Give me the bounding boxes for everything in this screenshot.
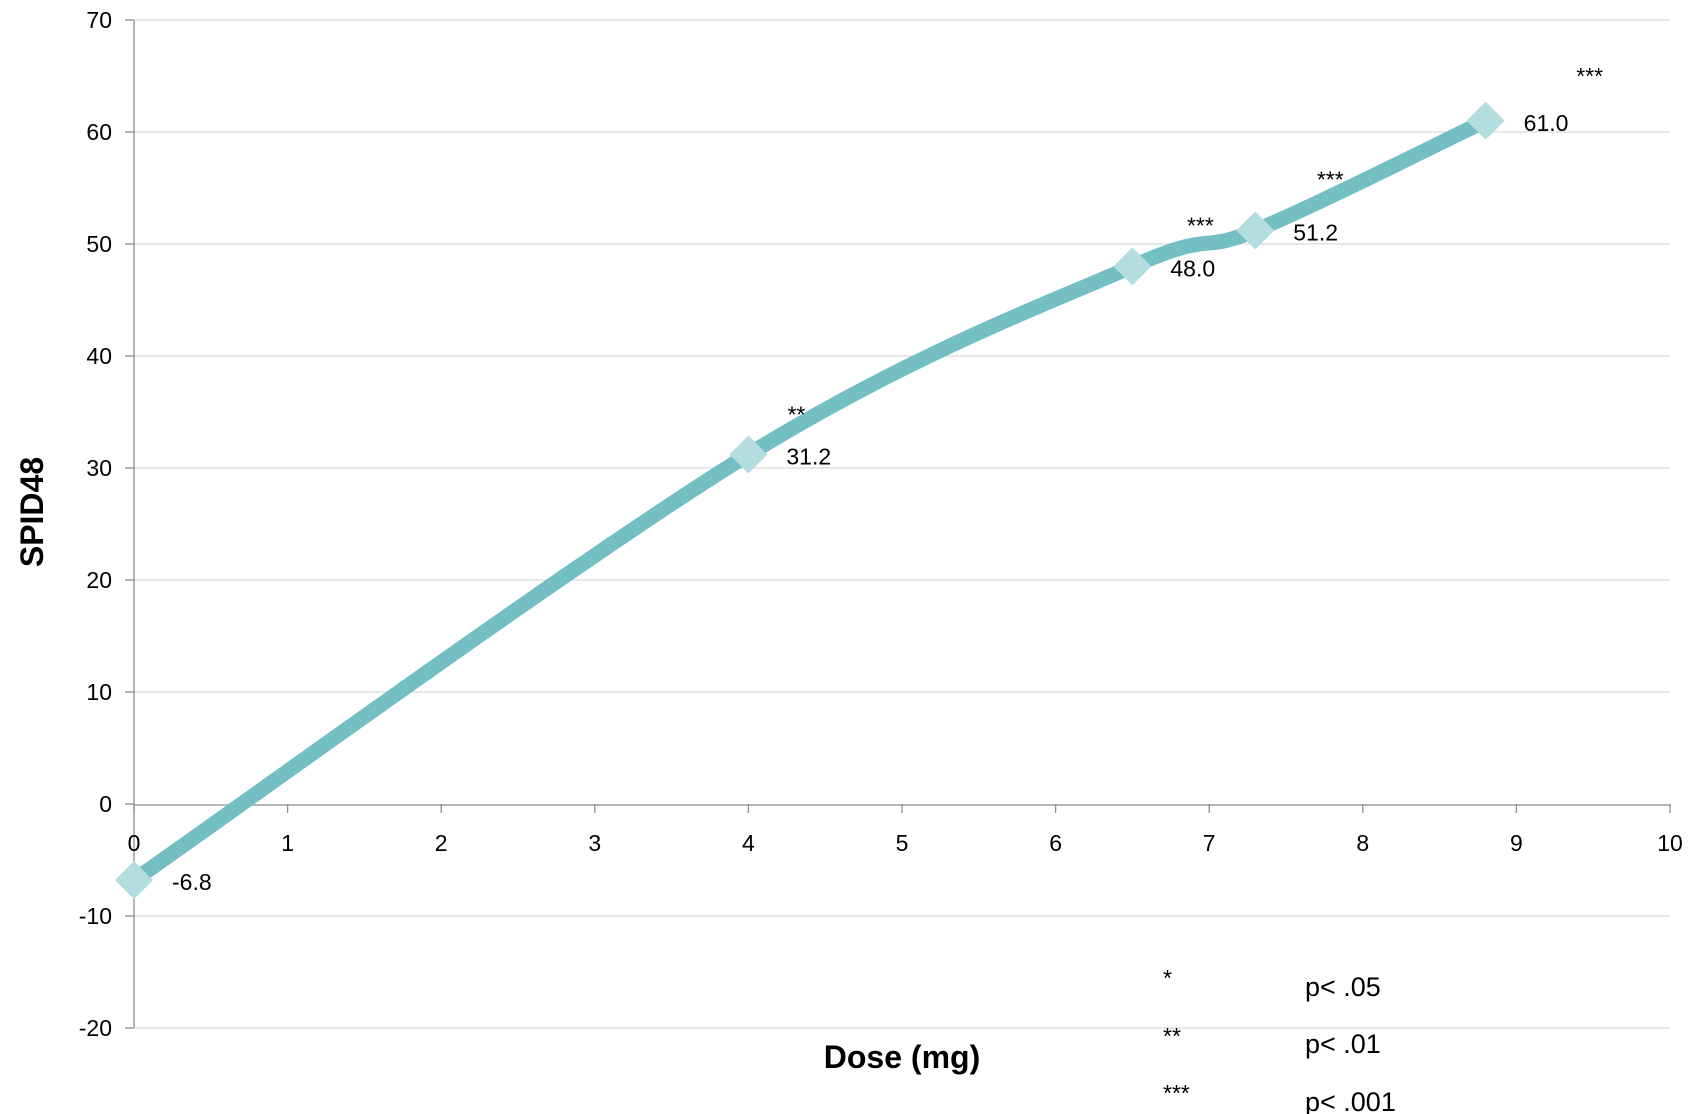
y-tick-label: -20 [79, 1015, 112, 1041]
sig-key-text-2: p< .01 [1305, 1029, 1381, 1059]
x-tick-label: 6 [1049, 830, 1062, 856]
data-point-marker [1113, 247, 1152, 286]
x-tick-label: 5 [896, 830, 909, 856]
sig-key-symbol-2: ** [1163, 1023, 1181, 1049]
data-point-marker [115, 861, 153, 900]
significance-key: * p< .05 ** p< .01 *** p< .001 [1163, 965, 1396, 1114]
y-axis-title: SPID48 [14, 457, 50, 567]
data-label: -6.8 [172, 869, 212, 895]
markers [115, 101, 1505, 900]
x-tick-label: 7 [1203, 830, 1216, 856]
significance-label: ** [787, 402, 805, 428]
x-tick-label: 9 [1510, 830, 1523, 856]
data-point-marker [1236, 211, 1275, 250]
data-point-marker [1466, 101, 1505, 140]
sig-key-text-3: p< .001 [1305, 1087, 1396, 1114]
x-tick-label: 2 [435, 830, 448, 856]
significance-label: *** [1317, 167, 1344, 193]
significance-label: *** [1576, 63, 1603, 89]
x-ticks: 0 1 2 3 4 5 6 7 8 9 10 [128, 804, 1683, 856]
sig-key-symbol-3: *** [1163, 1080, 1190, 1106]
significance-label: *** [1187, 212, 1214, 238]
data-label: 51.2 [1293, 220, 1338, 246]
series [126, 113, 1494, 888]
x-axis-title: Dose (mg) [824, 1039, 980, 1075]
axes [133, 20, 1670, 1028]
data-label: 31.2 [786, 444, 831, 470]
series-line [126, 113, 1494, 888]
data-label: 48.0 [1170, 255, 1215, 281]
y-tick-label: -10 [79, 903, 112, 929]
x-tick-label: 10 [1657, 830, 1683, 856]
y-ticks: -20 -10 0 10 20 30 40 50 60 70 [79, 7, 134, 1041]
sig-key-symbol-1: * [1163, 965, 1172, 991]
y-tick-label: 0 [99, 791, 112, 817]
y-tick-label: 50 [86, 231, 112, 257]
x-tick-label: 8 [1356, 830, 1369, 856]
x-tick-label: 0 [128, 830, 141, 856]
data-labels: -6.8 31.2 ** 48.0 *** 51.2 *** 61.0 *** [172, 63, 1603, 895]
y-tick-label: 60 [86, 119, 112, 145]
x-tick-label: 1 [281, 830, 294, 856]
data-point-marker [729, 435, 768, 474]
x-tick-label: 3 [588, 830, 601, 856]
data-label: 61.0 [1524, 110, 1569, 136]
sig-key-text-1: p< .05 [1305, 972, 1381, 1002]
y-tick-label: 40 [86, 343, 112, 369]
x-tick-label: 4 [742, 830, 755, 856]
y-tick-label: 20 [86, 567, 112, 593]
y-tick-label: 10 [86, 679, 112, 705]
y-tick-label: 30 [86, 455, 112, 481]
y-tick-label: 70 [86, 7, 112, 33]
gridlines [134, 19, 1670, 1029]
